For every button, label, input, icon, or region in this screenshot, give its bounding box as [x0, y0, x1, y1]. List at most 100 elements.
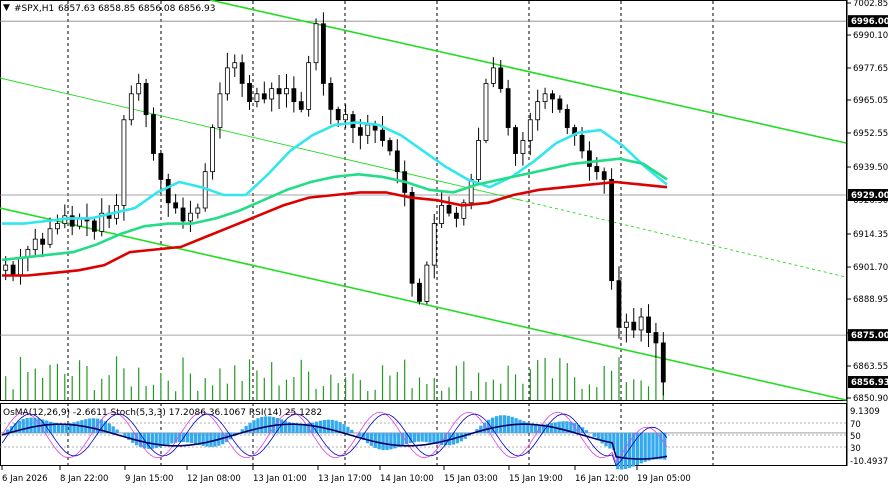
osma-bar — [291, 423, 295, 433]
osma-bar — [440, 432, 444, 446]
osma-bar — [631, 432, 636, 467]
price-label-box — [848, 189, 888, 202]
osma-bar — [279, 419, 284, 433]
osma-bar — [205, 432, 209, 447]
candle-body — [461, 202, 467, 219]
candle-body — [535, 101, 541, 121]
candle-body — [357, 127, 363, 136]
candle-body — [69, 215, 75, 227]
osma-bar — [623, 432, 628, 469]
osma-bar — [166, 432, 170, 445]
osma-bar — [565, 421, 569, 433]
price-tick-label: 6952.55 — [853, 129, 888, 139]
candle-body — [335, 108, 341, 121]
osma-bar — [248, 422, 252, 433]
osma-bar — [91, 418, 96, 433]
osma-bar — [397, 432, 401, 448]
osma-bar — [264, 416, 268, 433]
candle-body — [328, 83, 334, 110]
stoch-main-line — [1, 413, 668, 467]
osma-bar — [369, 432, 374, 446]
candle-body — [217, 93, 223, 128]
osma-bar — [592, 432, 596, 437]
candle-body — [609, 179, 614, 282]
osma-bar — [635, 432, 640, 465]
candle-body — [195, 207, 201, 214]
osma-bar — [479, 425, 483, 433]
time-tick-label: 12 Jan 08:00 — [187, 474, 241, 484]
price-tick-label: 6850.90 — [853, 394, 888, 404]
osma-bar — [21, 419, 25, 433]
osc-tick-label: 9.1309 — [850, 407, 880, 417]
price-label-box — [848, 15, 888, 28]
osma-bar — [350, 429, 354, 433]
moving-averages — [1, 121, 668, 277]
candle-body — [387, 140, 393, 152]
horizontal-levels — [0, 20, 846, 336]
time-tick-label: 19 Jan 05:00 — [637, 474, 691, 484]
ohlc-label: 6857.63 6858.85 6856.08 6856.93 — [58, 4, 215, 14]
osma-bar — [131, 432, 135, 443]
osma-bar — [490, 417, 495, 433]
osma-bar — [659, 432, 663, 460]
time-tick-label: 16 Jan 12:00 — [575, 474, 629, 484]
osma-bar — [342, 424, 346, 433]
osma-bar — [561, 421, 565, 433]
rsi-line — [1, 423, 668, 460]
candle-body — [343, 114, 348, 121]
candle-body — [306, 62, 312, 110]
candle-body — [446, 204, 452, 214]
osma-bar — [444, 432, 448, 446]
osma-bar — [138, 432, 143, 448]
osma-bar — [502, 415, 507, 433]
osma-bar — [240, 429, 244, 433]
osma-bar — [600, 432, 604, 444]
main-pane-frame — [0, 0, 847, 401]
price-label-text: 6929.00 — [851, 191, 890, 201]
osma-bar — [518, 419, 522, 433]
osma-bar — [428, 432, 432, 443]
osma-bar — [385, 432, 389, 451]
osma-bar — [283, 420, 287, 433]
price-tick-label: 6977.65 — [853, 64, 888, 74]
candle-body — [394, 150, 400, 173]
volume-bars — [5, 356, 664, 400]
osma-bar — [135, 432, 139, 446]
oscillator-pane — [0, 411, 846, 470]
osma-bar — [68, 423, 72, 433]
osma-bar — [56, 423, 61, 433]
osma-bar — [162, 432, 166, 446]
osma-bar — [256, 418, 260, 433]
symbol-label: #SPX,H1 — [14, 4, 54, 14]
time-tick-label: 9 Jan 15:00 — [125, 474, 173, 484]
price-label-text: 6856.93 — [851, 378, 890, 388]
candle-body — [47, 228, 53, 245]
osma-bar — [577, 424, 581, 433]
candle-body — [564, 108, 570, 128]
price-label-text: 6875.00 — [851, 331, 890, 341]
price-axis: 7002.85 6990.10 6977.65 6965.05 6952.55 6939.… — [847, 0, 890, 467]
candle-body — [158, 153, 164, 180]
candle-body — [232, 62, 238, 69]
channel-line — [0, 207, 847, 401]
candle-body — [224, 67, 230, 95]
candle-body — [298, 101, 304, 110]
candle-body — [284, 88, 289, 95]
osma-bar — [506, 415, 510, 433]
osma-bar — [584, 430, 589, 433]
osma-bar — [596, 432, 600, 441]
candle-body — [143, 83, 149, 115]
time-tick-label: 13 Jan 17:00 — [318, 474, 372, 484]
candle-body — [313, 23, 319, 64]
candle-body — [638, 316, 644, 331]
price-label-text: 6996.00 — [851, 17, 890, 27]
candle-body — [210, 127, 215, 173]
candle-body — [557, 98, 563, 110]
time-tick-label: 15 Jan 03:00 — [444, 474, 498, 484]
osma-bar — [475, 429, 479, 433]
osma-bar — [604, 432, 608, 447]
candle-body — [505, 88, 511, 128]
osma-bar — [17, 420, 21, 433]
candle-body — [527, 119, 533, 141]
price-label-box — [848, 376, 888, 389]
